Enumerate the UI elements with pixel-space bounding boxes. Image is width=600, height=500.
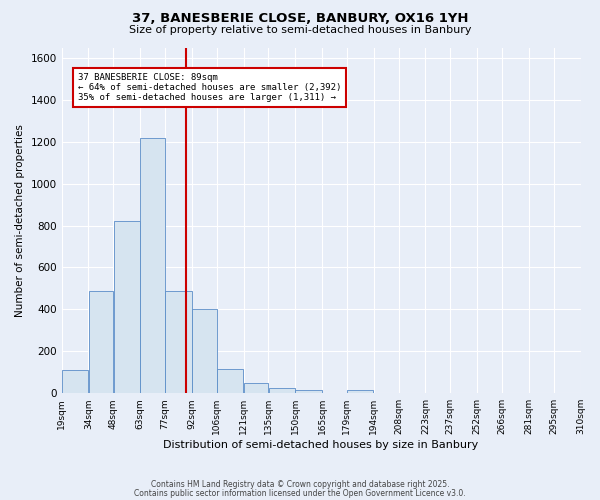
Text: 37, BANESBERIE CLOSE, BANBURY, OX16 1YH: 37, BANESBERIE CLOSE, BANBURY, OX16 1YH	[132, 12, 468, 26]
Text: Size of property relative to semi-detached houses in Banbury: Size of property relative to semi-detach…	[129, 25, 471, 35]
Text: Contains HM Land Registry data © Crown copyright and database right 2025.: Contains HM Land Registry data © Crown c…	[151, 480, 449, 489]
Bar	[113, 222, 140, 393]
Bar	[217, 369, 243, 393]
Bar	[244, 382, 268, 393]
X-axis label: Distribution of semi-detached houses by size in Banbury: Distribution of semi-detached houses by …	[163, 440, 479, 450]
Text: 37 BANESBERIE CLOSE: 89sqm
← 64% of semi-detached houses are smaller (2,392)
35%: 37 BANESBERIE CLOSE: 89sqm ← 64% of semi…	[78, 72, 341, 102]
Bar	[295, 390, 322, 393]
Bar	[62, 370, 88, 393]
Text: Contains public sector information licensed under the Open Government Licence v3: Contains public sector information licen…	[134, 489, 466, 498]
Bar	[347, 390, 373, 393]
Bar	[140, 138, 165, 393]
Bar	[166, 290, 191, 393]
Y-axis label: Number of semi-detached properties: Number of semi-detached properties	[15, 124, 25, 317]
Bar	[89, 290, 113, 393]
Bar	[269, 388, 295, 393]
Bar	[192, 310, 217, 393]
